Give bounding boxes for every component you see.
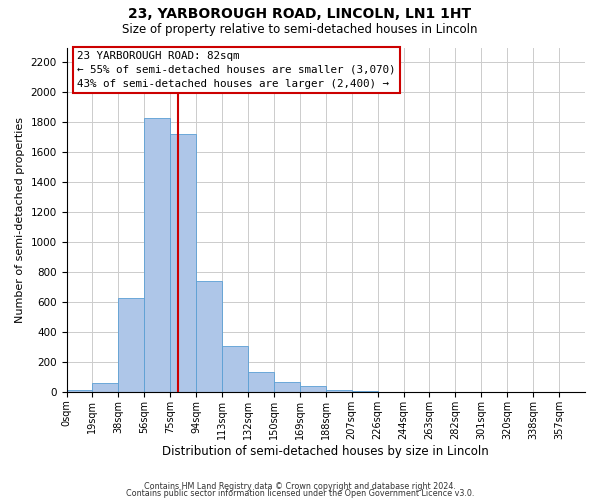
X-axis label: Distribution of semi-detached houses by size in Lincoln: Distribution of semi-detached houses by … <box>163 444 489 458</box>
Bar <box>170 134 196 392</box>
Bar <box>92 383 118 392</box>
Bar <box>144 118 170 392</box>
Bar <box>248 372 274 392</box>
Text: 23, YARBOROUGH ROAD, LINCOLN, LN1 1HT: 23, YARBOROUGH ROAD, LINCOLN, LN1 1HT <box>128 8 472 22</box>
Bar <box>222 346 248 392</box>
Text: 23 YARBOROUGH ROAD: 82sqm
← 55% of semi-detached houses are smaller (3,070)
43% : 23 YARBOROUGH ROAD: 82sqm ← 55% of semi-… <box>77 51 395 89</box>
Text: Contains HM Land Registry data © Crown copyright and database right 2024.: Contains HM Land Registry data © Crown c… <box>144 482 456 491</box>
Bar <box>326 390 352 392</box>
Y-axis label: Number of semi-detached properties: Number of semi-detached properties <box>15 116 25 322</box>
Bar <box>67 390 92 392</box>
Bar <box>352 391 377 392</box>
Text: Size of property relative to semi-detached houses in Lincoln: Size of property relative to semi-detach… <box>122 22 478 36</box>
Bar <box>196 281 222 392</box>
Bar <box>118 298 144 392</box>
Bar <box>274 382 300 392</box>
Text: Contains public sector information licensed under the Open Government Licence v3: Contains public sector information licen… <box>126 490 474 498</box>
Bar <box>300 386 326 392</box>
